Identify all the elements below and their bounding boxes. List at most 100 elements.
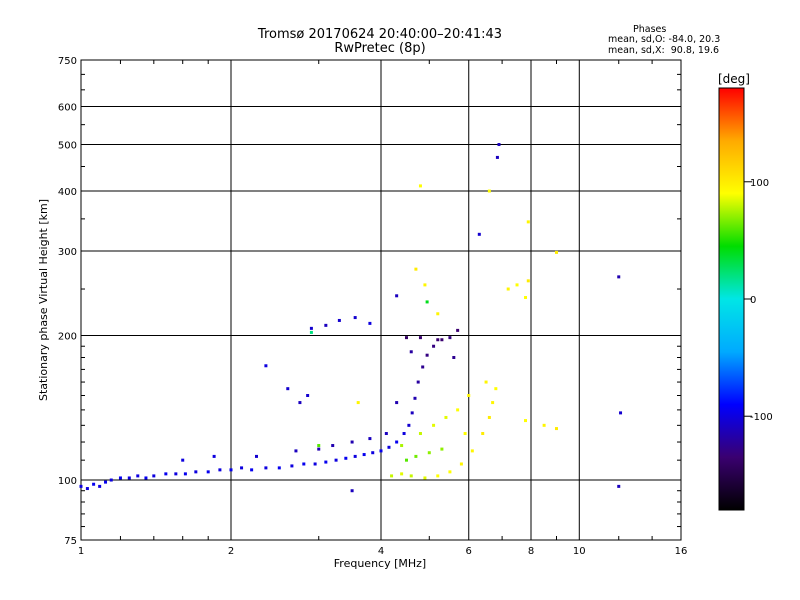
scatter-point	[118, 476, 122, 480]
scatter-point	[317, 444, 321, 448]
scatter-point	[418, 184, 422, 188]
scatter-point	[432, 344, 436, 348]
scatter-point	[254, 454, 258, 458]
scatter-point	[309, 326, 313, 330]
scatter-point	[425, 300, 429, 304]
scatter-point	[427, 451, 431, 455]
y-tick-label: 600	[58, 103, 77, 114]
scatter-point	[463, 432, 467, 436]
colorbar	[718, 87, 745, 511]
scatter-point	[290, 464, 294, 468]
y-tick-label: 750	[58, 56, 77, 67]
scatter-point	[506, 287, 510, 291]
scatter-point	[402, 432, 406, 436]
y-axis-label: Stationary phase Virtual Height [km]	[37, 199, 50, 401]
x-tick-label: 1	[78, 546, 84, 557]
y-tick-label: 300	[58, 247, 77, 258]
scatter-point	[440, 447, 444, 451]
scatter-point	[362, 453, 366, 457]
scatter-point	[384, 432, 388, 436]
x-tick-label: 8	[528, 546, 534, 557]
scatter-point	[524, 419, 528, 423]
scatter-point	[395, 294, 399, 298]
scatter-point	[206, 470, 210, 474]
colorbar-label: [deg]	[718, 72, 750, 86]
scatter-point	[331, 444, 335, 448]
scatter-point	[302, 462, 306, 466]
scatter-point	[413, 396, 417, 400]
scatter-point	[414, 267, 418, 271]
chart-title: Tromsø 20170624 20:40:00–20:41:43	[257, 27, 503, 42]
scatter-point	[324, 323, 328, 327]
scatter-point	[487, 189, 491, 193]
scatter-point	[448, 470, 452, 474]
scatter-point	[456, 328, 460, 332]
scatter-point	[212, 454, 216, 458]
plot-frame	[80, 59, 682, 541]
scatter-point	[313, 462, 317, 466]
scatter-point	[164, 472, 168, 476]
scatter-point	[286, 387, 290, 391]
scatter-point	[497, 143, 501, 147]
scatter-point	[92, 482, 96, 486]
scatter-point	[495, 155, 499, 159]
stats-heading: Phases	[633, 24, 667, 35]
scatter-point	[524, 296, 528, 300]
scatter-point	[109, 478, 113, 482]
stats-o-line: mean, sd,O: -84.0, 20.3	[608, 34, 721, 45]
scatter-point	[526, 279, 530, 283]
scatter-point	[298, 401, 302, 405]
scatter-point	[334, 458, 338, 462]
scatter-point	[407, 423, 411, 427]
scatter-point	[414, 454, 418, 458]
scatter-point	[418, 336, 422, 340]
scatter-point	[436, 338, 440, 342]
scatter-point	[554, 250, 558, 254]
scatter-point	[554, 427, 558, 431]
x-tick-label: 2	[228, 546, 234, 557]
scatter-point	[617, 484, 621, 488]
x-axis-label: Frequency [MHz]	[334, 557, 426, 570]
scatter-point	[368, 437, 372, 441]
scatter-point	[264, 466, 268, 470]
scatter-point	[459, 462, 463, 466]
scatter-point	[387, 445, 391, 449]
scatter-point	[432, 423, 436, 427]
scatter-point	[456, 408, 460, 412]
scatter-point	[324, 460, 328, 464]
scatter-point	[467, 394, 471, 398]
scatter-point	[104, 480, 108, 484]
scatter-point	[400, 472, 404, 476]
scatter-point	[79, 484, 83, 488]
x-tick-label: 10	[573, 546, 586, 557]
scatter-point	[515, 283, 519, 287]
y-tick-label: 200	[58, 332, 77, 343]
scatter-point	[487, 415, 491, 419]
y-tick-label: 500	[58, 141, 77, 152]
scatter-point	[337, 318, 341, 322]
scatter-point	[152, 474, 156, 478]
scatter-point	[371, 451, 375, 455]
scatter-point	[484, 380, 488, 384]
scatter-point	[127, 476, 131, 480]
scatter-point	[136, 474, 140, 478]
scatter-point	[183, 472, 187, 476]
x-tick-label: 6	[466, 546, 472, 557]
colorbar-tick-label: 0	[750, 295, 756, 306]
grid-lines	[81, 60, 681, 540]
colorbar-tick-label: 100	[750, 178, 769, 189]
data-points	[79, 143, 623, 493]
stats-x-line: mean, sd,X: 90.8, 19.6	[608, 45, 720, 56]
scatter-point	[470, 449, 474, 453]
scatter-point	[423, 476, 427, 480]
x-tick-label: 4	[378, 546, 384, 557]
scatter-point	[619, 411, 623, 415]
scatter-point	[395, 440, 399, 444]
scatter-point	[404, 336, 408, 340]
colorbar-tick-label: -100	[750, 412, 773, 423]
scatter-point	[423, 283, 427, 287]
scatter-point	[494, 387, 498, 391]
scatter-point	[440, 338, 444, 342]
scatter-point	[194, 470, 198, 474]
